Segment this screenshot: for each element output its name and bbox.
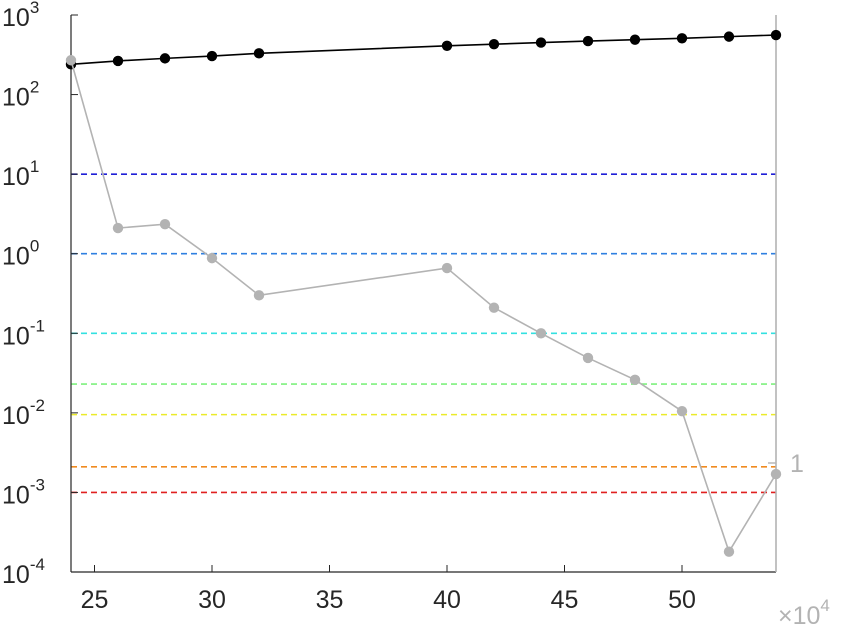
x-tick-label-1: 30 [198, 586, 226, 614]
series-1-point-9 [629, 374, 641, 386]
series-0-point-3 [206, 50, 218, 62]
x-tick-label-2: 35 [316, 586, 344, 614]
series-0-point-9 [629, 34, 641, 45]
x-tick-label-5: 50 [668, 586, 696, 614]
tick-labels: 103 102 101 100 10-1 10-2 10-3 10-4 25 30 35 40 45 50… [2, 0, 830, 628]
series-1-point-12 [770, 468, 782, 480]
series-1-point-8 [582, 352, 594, 364]
axes [70, 14, 777, 573]
y-tick-label-3: 100 [2, 237, 39, 271]
series-layer [65, 29, 782, 557]
x-tick-label-4: 45 [551, 586, 579, 614]
series-1-point-0 [65, 55, 77, 66]
series-1-point-2 [159, 218, 171, 230]
series-1-point-6 [488, 302, 500, 313]
series-0-point-7 [535, 37, 547, 48]
series-1-point-5 [441, 262, 453, 274]
series-1-point-10 [676, 405, 688, 417]
right-axis-label: 1 [790, 450, 804, 478]
series-0-point-8 [582, 35, 594, 47]
series-0-point-5 [441, 40, 453, 52]
series-0-point-12 [770, 29, 782, 41]
series-0-point-2 [159, 53, 171, 64]
x-multiplier-label: ×104 [778, 596, 830, 628]
series-0-point-10 [676, 33, 688, 44]
y-tick-label-5: 10-2 [2, 396, 45, 430]
y-tick-label-0: 103 [2, 0, 39, 32]
x-tick-label-3: 40 [433, 586, 461, 614]
series-1-point-11 [723, 546, 735, 557]
y-tick-label-6: 10-3 [2, 475, 45, 509]
series-1-point-4 [253, 290, 265, 301]
series-0-point-4 [253, 48, 265, 59]
series-line-0 [70, 34, 777, 66]
x-tick-label-0: 25 [81, 586, 109, 614]
series-1-point-1 [112, 222, 124, 234]
series-1-point-7 [535, 328, 547, 339]
y-tick-label-1: 102 [2, 78, 39, 112]
series-1-point-3 [206, 252, 218, 264]
reference-lines [71, 173, 776, 494]
y-tick-label-2: 101 [2, 157, 39, 191]
y-tick-label-7: 10-4 [2, 555, 45, 589]
y-tick-label-4: 10-1 [2, 316, 45, 350]
series-0-point-11 [723, 31, 735, 42]
series-0-point-6 [488, 38, 500, 50]
series-line-1 [70, 60, 777, 554]
series-0-point-1 [112, 55, 124, 67]
